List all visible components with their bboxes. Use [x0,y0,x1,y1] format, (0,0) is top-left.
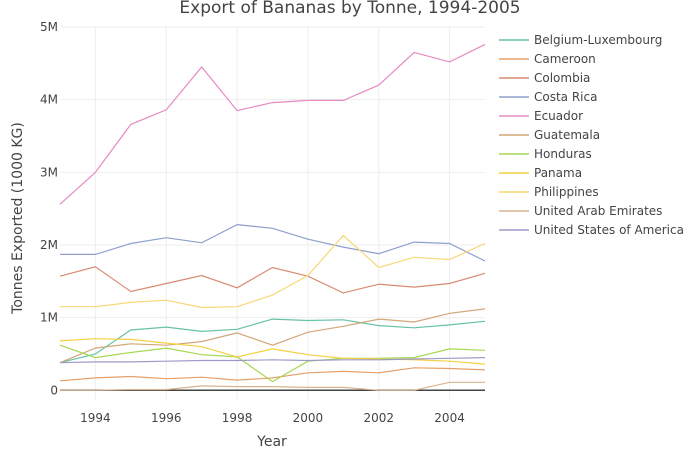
series-line-philippines [60,234,486,309]
legend-label-guatemala[interactable]: Guatemala [534,128,600,142]
series-line-guatemala [59,308,486,364]
series-line-united-states-of-america [59,357,486,364]
y-tick-label: 0 [50,383,58,397]
y-axis-title: Tonnes Exported (1000 KG) [10,122,26,315]
x-tick-label: 2002 [363,411,394,425]
y-axis-ticks: 0 1M 2M 3M 4M 5M [40,20,58,397]
legend-label-panama[interactable]: Panama [534,166,582,180]
series-line-panama [59,338,486,365]
series-lines [59,43,486,391]
y-tick-label: 3M [40,165,58,179]
series-line-ecuador [59,43,486,205]
x-tick-label: 2004 [434,411,465,425]
x-axis-ticks: 1994 1996 1998 2000 2002 2004 [80,411,465,425]
x-axis-title: Year [256,434,287,450]
x-tick-label: 2000 [293,411,324,425]
grid [60,26,485,399]
legend-label-costa-rica[interactable]: Costa Rica [534,90,597,104]
x-tick-label: 1994 [80,411,111,425]
y-tick-label: 1M [40,311,58,325]
chart-title: Export of Bananas by Tonne, 1994-2005 [179,0,520,18]
y-tick-label: 5M [40,20,58,34]
legend-label-philippines[interactable]: Philippines [534,185,599,199]
legend-label-belgium-luxembourg[interactable]: Belgium-Luxembourg [534,33,662,47]
y-tick-label: 4M [40,93,58,107]
legend-label-colombia[interactable]: Colombia [534,71,590,85]
series-line-united-arab-emirates [60,381,485,391]
series-line-honduras [59,344,486,383]
legend-label-ecuador[interactable]: Ecuador [534,109,583,123]
series-line-belgium-luxembourg [59,318,486,364]
series-line-costa-rica [60,223,486,262]
y-tick-label: 2M [40,238,58,252]
series-line-colombia [59,266,486,294]
legend-label-united-arab-emirates[interactable]: United Arab Emirates [534,204,662,218]
legend: Belgium-Luxembourg Cameroon Colombia Costa … [499,33,684,237]
x-tick-label: 1998 [222,411,253,425]
x-tick-label: 1996 [151,411,182,425]
legend-label-cameroon[interactable]: Cameroon [534,52,596,66]
series-line-cameroon [59,367,486,382]
legend-label-united-states-of-america[interactable]: United States of America [534,223,684,237]
legend-label-honduras[interactable]: Honduras [534,147,592,161]
